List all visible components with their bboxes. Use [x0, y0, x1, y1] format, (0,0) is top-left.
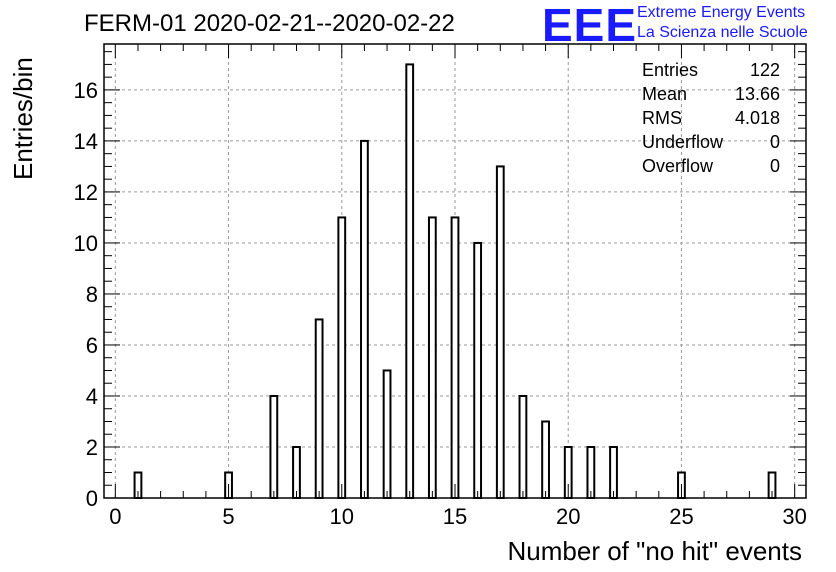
histogram-bar: [473, 241, 483, 499]
histogram-bar: [586, 445, 596, 500]
stat-rms-label: RMS: [642, 108, 682, 128]
logo-line-2: La Scienza nelle Scuole: [637, 24, 808, 41]
stat-rms: RMS 4.018: [642, 106, 780, 130]
stat-underflow-label: Underflow: [642, 132, 724, 152]
stats-box: Entries 122 Mean 13.66 RMS 4.018 Underfl…: [642, 58, 780, 178]
chart-title: FERM-01 2020-02-21--2020-02-22: [84, 10, 455, 37]
histogram-bar: [269, 394, 279, 500]
histogram-bar: [292, 445, 301, 500]
stat-underflow: Underflow 0: [642, 130, 780, 154]
stat-overflow: Overflow 0: [642, 154, 780, 178]
histogram-bar: [337, 216, 347, 499]
stat-entries-label: Entries: [642, 60, 699, 80]
stat-mean-value: 13.66: [734, 84, 780, 104]
histogram-bar: [405, 63, 415, 500]
histogram-bar: [609, 445, 618, 500]
y-axis-label: Entries/bin: [8, 57, 38, 180]
y-tick-label: 4: [86, 384, 98, 409]
x-tick-label: 30: [782, 504, 806, 529]
x-tick-label: 10: [330, 504, 354, 529]
y-tick-label: 0: [86, 486, 98, 511]
stat-rms-value: 4.018: [734, 108, 780, 128]
y-tick-label: 10: [74, 231, 98, 256]
x-tick-label: 15: [443, 504, 467, 529]
histogram-bar: [518, 394, 528, 500]
stat-mean: Mean 13.66: [642, 82, 780, 106]
stat-entries-value: 122: [749, 60, 780, 80]
stat-underflow-value: 0: [769, 132, 780, 152]
x-tick-label: 20: [556, 504, 580, 529]
stat-overflow-label: Overflow: [642, 156, 714, 176]
x-axis-label: Number of "no hit" events: [507, 536, 803, 566]
logo-caption: Extreme Energy Events La Scienza nelle S…: [637, 3, 808, 43]
histogram-bar: [541, 420, 550, 500]
y-tick-label: 14: [74, 129, 98, 154]
stat-entries: Entries 122: [642, 58, 780, 82]
logo-line-1: Extreme Energy Events: [637, 4, 806, 21]
histogram-bar: [382, 369, 392, 500]
eee-logo: EEE: [542, 0, 638, 51]
x-tick-label: 25: [669, 504, 693, 529]
y-tick-label: 12: [74, 180, 98, 205]
stat-mean-label: Mean: [642, 84, 688, 104]
histogram-bar: [427, 216, 437, 499]
x-tick-label: 5: [222, 504, 234, 529]
histogram-bar: [495, 165, 505, 499]
stat-overflow-value: 0: [769, 156, 780, 176]
histogram-bar: [314, 318, 324, 499]
y-tick-label: 8: [86, 282, 98, 307]
x-tick-label: 0: [109, 504, 121, 529]
histogram-bar: [360, 139, 369, 499]
histogram-bar: [450, 216, 460, 499]
y-tick-label: 6: [86, 333, 98, 358]
y-tick-label: 2: [86, 435, 98, 460]
y-tick-label: 16: [74, 78, 98, 103]
